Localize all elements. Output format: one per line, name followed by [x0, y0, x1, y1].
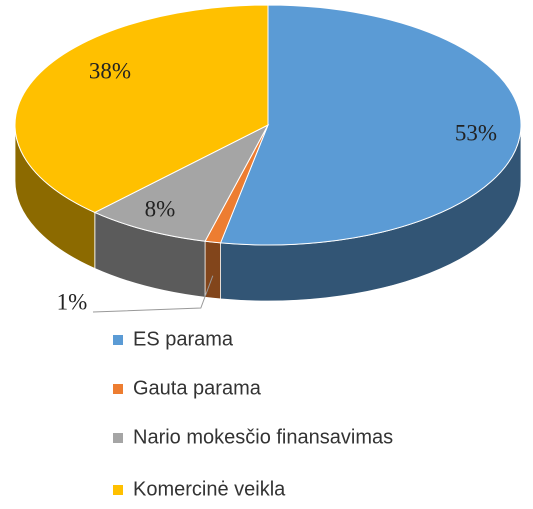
data-label: 8% [145, 196, 176, 221]
slice [219, 4, 522, 246]
slice [93, 123, 270, 242]
data-label: 38% [89, 58, 131, 83]
legend-label: Komercinė veikla [133, 478, 286, 500]
legend-swatch [113, 433, 123, 443]
leader-line [92, 275, 214, 313]
data-label: 53% [455, 120, 497, 145]
legend-label: Nario mokesčio finansavimas [133, 426, 393, 448]
legend-swatch [113, 485, 123, 495]
legend-label: ES parama [133, 328, 234, 350]
slice [14, 4, 269, 214]
legend-label: Gauta parama [133, 377, 262, 399]
legend-swatch [113, 384, 123, 394]
data-label: 1% [57, 289, 88, 314]
legend-swatch [113, 335, 123, 345]
